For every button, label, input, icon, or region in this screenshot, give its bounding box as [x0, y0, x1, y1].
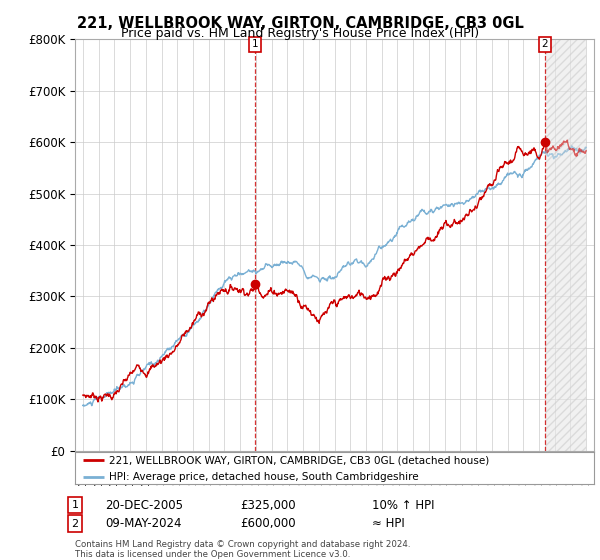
Text: 1: 1 — [71, 500, 79, 510]
Text: 221, WELLBROOK WAY, GIRTON, CAMBRIDGE, CB3 0GL: 221, WELLBROOK WAY, GIRTON, CAMBRIDGE, C… — [77, 16, 523, 31]
Text: 10% ↑ HPI: 10% ↑ HPI — [372, 498, 434, 512]
Text: 2: 2 — [71, 519, 79, 529]
Text: £600,000: £600,000 — [240, 517, 296, 530]
Text: 221, WELLBROOK WAY, GIRTON, CAMBRIDGE, CB3 0GL (detached house): 221, WELLBROOK WAY, GIRTON, CAMBRIDGE, C… — [109, 455, 489, 465]
Text: ≈ HPI: ≈ HPI — [372, 517, 405, 530]
Text: This data is licensed under the Open Government Licence v3.0.: This data is licensed under the Open Gov… — [75, 550, 350, 559]
Text: Price paid vs. HM Land Registry's House Price Index (HPI): Price paid vs. HM Land Registry's House … — [121, 27, 479, 40]
Text: 2: 2 — [541, 39, 548, 49]
Text: 20-DEC-2005: 20-DEC-2005 — [105, 498, 183, 512]
Text: Contains HM Land Registry data © Crown copyright and database right 2024.: Contains HM Land Registry data © Crown c… — [75, 540, 410, 549]
Text: HPI: Average price, detached house, South Cambridgeshire: HPI: Average price, detached house, Sout… — [109, 472, 418, 482]
Text: £325,000: £325,000 — [240, 498, 296, 512]
Text: 1: 1 — [252, 39, 259, 49]
Text: 09-MAY-2024: 09-MAY-2024 — [105, 517, 182, 530]
